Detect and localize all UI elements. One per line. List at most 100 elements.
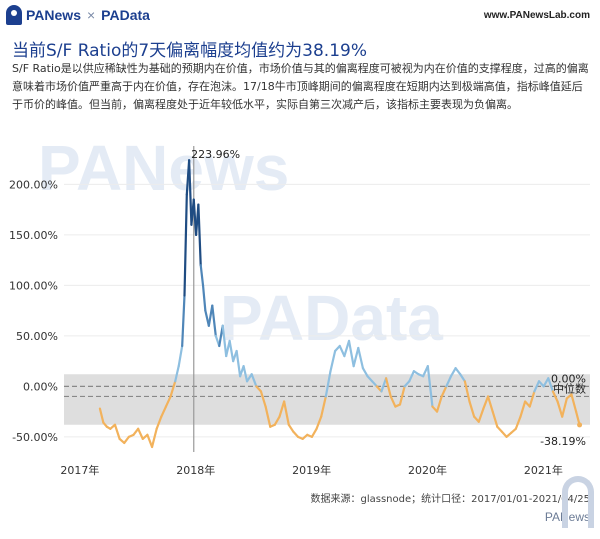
series-segment xyxy=(155,415,163,430)
y-tick-label: 0.00% xyxy=(23,380,58,393)
data-source: 数据来源：glassnode；统计口径：2017/01/01-2021/04/2… xyxy=(310,494,590,505)
series-segment xyxy=(463,380,471,403)
series-segment xyxy=(242,365,249,383)
annotation-label: 223.96% xyxy=(191,148,240,161)
series-segment xyxy=(352,346,360,368)
series-segment xyxy=(408,370,415,383)
bg-watermark-2: PAData xyxy=(220,282,443,354)
brand-right: PAData xyxy=(101,7,150,23)
series-segment xyxy=(500,430,508,438)
chart-area: PANews PAData -50.00% 0.00% 50.00% 100.00% 150… xyxy=(9,140,590,477)
series-segment xyxy=(398,385,406,406)
series-segment xyxy=(491,410,499,428)
series-segment xyxy=(160,405,168,418)
series-segment xyxy=(533,380,541,393)
series-segment xyxy=(132,427,140,436)
series-segment xyxy=(371,380,378,388)
series-segment xyxy=(547,377,555,393)
series-segment xyxy=(477,407,485,423)
series-segment xyxy=(264,405,272,428)
series-segment xyxy=(146,433,154,449)
chart-title: 当前S/F Ratio的7天偏离幅度均值约为38.19% xyxy=(12,41,367,61)
series-segment xyxy=(449,367,457,378)
annotation-label: 中位数 xyxy=(553,381,586,395)
last-point-marker xyxy=(577,422,583,428)
series-segment xyxy=(287,423,295,433)
series-segment xyxy=(164,395,172,408)
series-segment xyxy=(435,395,443,413)
series-segment xyxy=(169,380,177,398)
series-segment xyxy=(320,395,327,418)
series-segment xyxy=(315,415,323,430)
band-range xyxy=(64,374,590,425)
series-segment xyxy=(384,377,392,398)
series-segment xyxy=(561,397,568,418)
series-segment xyxy=(228,339,235,363)
series-segment xyxy=(177,344,184,368)
series-segment xyxy=(329,349,337,373)
series-segment xyxy=(343,339,351,358)
series-segment xyxy=(137,427,144,440)
y-tick-label: 150.00% xyxy=(9,229,58,242)
series-segment xyxy=(150,427,158,449)
series-segment xyxy=(113,423,121,440)
y-tick-label: 200.00% xyxy=(9,178,58,191)
series-segment xyxy=(221,324,228,358)
x-tick-label: 2017年 xyxy=(60,463,99,477)
annotation-label: 0.00% xyxy=(551,372,586,385)
series-segment xyxy=(292,430,300,438)
brand-left: PANews xyxy=(26,7,81,23)
series-segment xyxy=(468,400,476,418)
series-segment xyxy=(454,367,462,376)
site-url: www.PANewsLab.com xyxy=(483,10,590,21)
x-tick-label: 2021年 xyxy=(524,463,563,477)
brand-logo: PANews × PAData xyxy=(6,4,150,26)
series-segment xyxy=(197,203,202,267)
series-segment xyxy=(361,367,369,378)
series-segment xyxy=(403,380,411,388)
corner-logo-icon xyxy=(562,476,594,528)
series-segment xyxy=(255,385,263,393)
x-tick-label: 2019年 xyxy=(292,463,331,477)
series-segment xyxy=(380,377,388,393)
series-segment xyxy=(199,264,205,287)
series-segment xyxy=(482,395,490,410)
series-segment xyxy=(324,370,332,398)
series-segment xyxy=(426,365,434,408)
series-segment xyxy=(366,375,374,383)
series-segment xyxy=(486,395,494,413)
series-segment xyxy=(347,339,355,368)
series-segment xyxy=(181,294,186,348)
series-segment xyxy=(440,385,448,398)
series-segment xyxy=(188,159,193,226)
y-tick-label: -50.00% xyxy=(12,431,58,444)
series-segment xyxy=(542,377,550,388)
series-segment xyxy=(514,415,522,430)
series-segment xyxy=(496,425,504,433)
brand-separator: × xyxy=(86,7,96,23)
series-segment xyxy=(211,304,217,337)
series-segment xyxy=(278,400,286,418)
series-segment xyxy=(250,373,258,388)
annotation-label: -38.19% xyxy=(540,435,586,448)
top-bar: PANews × PAData www.PANewsLab.com xyxy=(0,0,600,30)
series-segment xyxy=(445,375,453,388)
series-segment xyxy=(98,407,105,424)
series-segment xyxy=(283,400,290,426)
series-segment xyxy=(570,393,578,413)
series-segment xyxy=(273,415,281,426)
series-segment xyxy=(357,346,365,370)
series-segment xyxy=(183,193,188,297)
y-tick-label: 100.00% xyxy=(9,279,58,292)
series-segment xyxy=(556,400,564,418)
bg-watermark-1: PANews xyxy=(38,140,289,204)
chart-description: S/F Ratio是以供应稀缺性为基础的预期内在价值，市场价值与其的偏离程度可被… xyxy=(12,62,589,111)
series-segment xyxy=(528,390,536,408)
series-segment xyxy=(459,373,466,383)
series-segment xyxy=(551,390,559,403)
x-tick-label: 2018年 xyxy=(176,463,215,477)
series-segment xyxy=(338,344,346,358)
series-segment xyxy=(201,284,207,312)
series-segment xyxy=(245,373,253,383)
series-segment xyxy=(310,427,318,438)
